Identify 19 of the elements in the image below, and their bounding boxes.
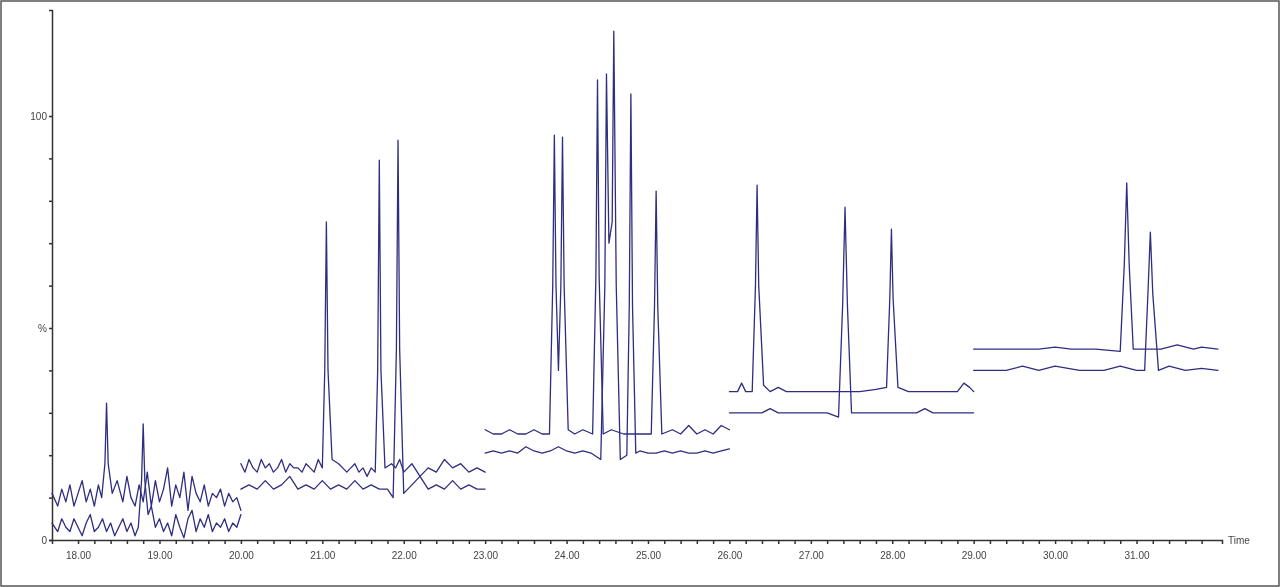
x-tick-label: 26.00: [717, 550, 743, 562]
x-tick-label: 28.00: [880, 550, 906, 562]
x-tick-label: 23.00: [473, 550, 499, 562]
x-axis-title: Time: [1228, 535, 1251, 546]
x-tick-label: 27.00: [798, 550, 825, 562]
y-tick-label: 0: [41, 534, 48, 546]
line-series: [484, 30, 731, 461]
x-tick-label: 19.00: [147, 550, 173, 562]
x-tick-label: 24.00: [554, 550, 581, 562]
y-tick-label: 100: [30, 110, 48, 122]
x-tick-label: 21.00: [310, 550, 336, 562]
x-tick-label: 31.00: [1124, 550, 1150, 562]
x-tick-label: 22.00: [391, 550, 418, 562]
x-tick-label: 18.00: [66, 550, 92, 562]
x-tick-label: 29.00: [961, 550, 988, 562]
y-tick-label: %: [38, 322, 48, 334]
x-tick-label: 20.00: [228, 550, 255, 562]
x-tick-label: 30.00: [1043, 550, 1069, 562]
x-tick-label: 25.00: [635, 550, 662, 562]
